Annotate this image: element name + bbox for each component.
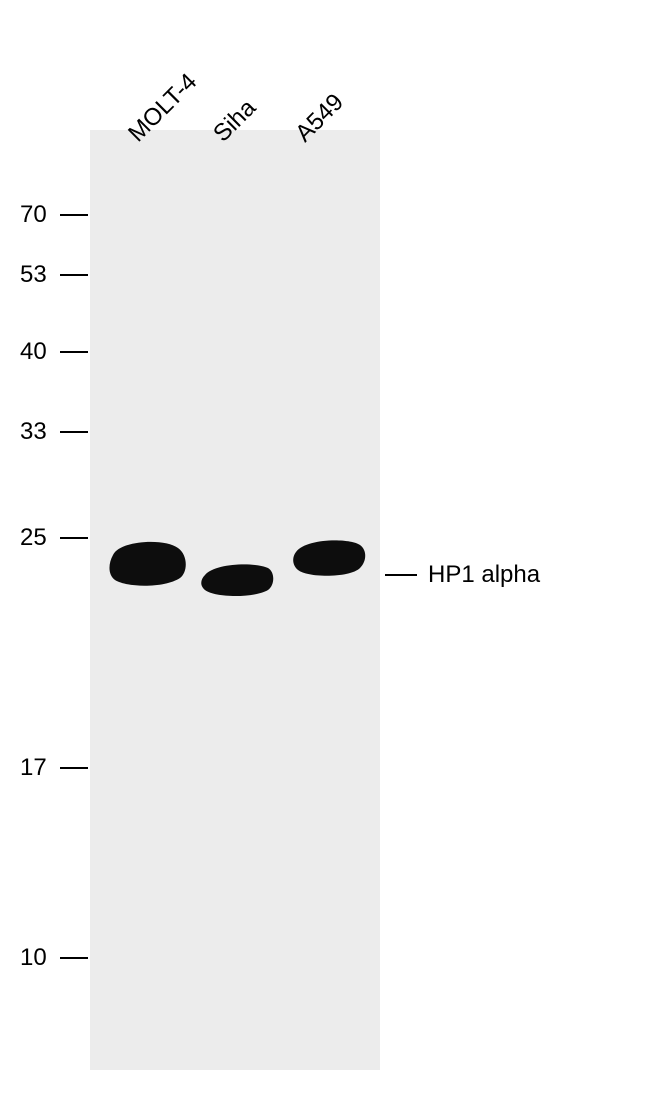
bands-layer	[0, 0, 650, 1093]
target-label: HP1 alpha	[428, 561, 540, 589]
band-lane-0	[109, 542, 185, 586]
mw-label-40: 40	[20, 338, 47, 366]
mw-label-17: 17	[20, 754, 47, 782]
mw-label-10: 10	[20, 944, 47, 972]
mw-label-25: 25	[20, 524, 47, 552]
western-blot-figure: MOLT-4SihaA549 70534033251710 HP1 alpha	[0, 0, 650, 1093]
mw-tick-10	[60, 957, 88, 959]
mw-label-70: 70	[20, 201, 47, 229]
mw-tick-40	[60, 351, 88, 353]
mw-tick-53	[60, 274, 88, 276]
target-tick	[385, 574, 417, 576]
band-lane-2	[293, 540, 365, 575]
mw-tick-33	[60, 431, 88, 433]
mw-label-33: 33	[20, 418, 47, 446]
band-lane-1	[201, 564, 273, 596]
mw-label-53: 53	[20, 261, 47, 289]
mw-tick-25	[60, 537, 88, 539]
mw-tick-17	[60, 767, 88, 769]
mw-tick-70	[60, 214, 88, 216]
